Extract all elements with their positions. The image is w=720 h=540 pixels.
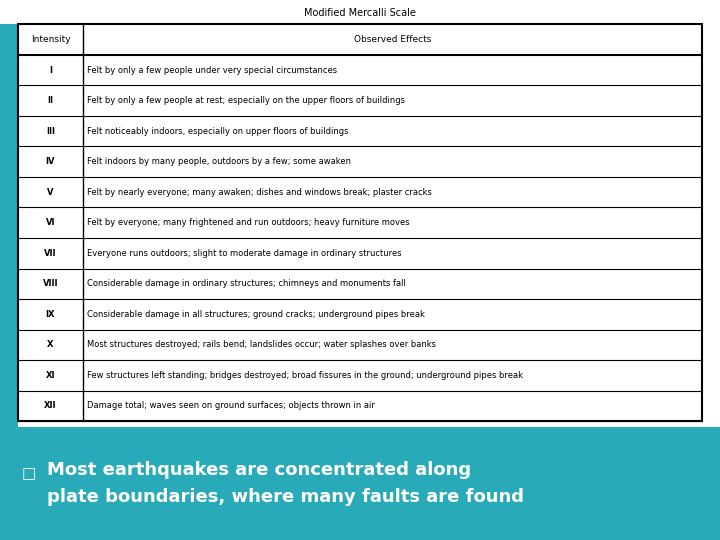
Bar <box>0 24 18 427</box>
Text: III: III <box>46 127 55 136</box>
Text: I: I <box>49 65 52 75</box>
Text: IX: IX <box>46 310 55 319</box>
Text: Most structures destroyed; rails bend; landslides occur; water splashes over ban: Most structures destroyed; rails bend; l… <box>87 340 436 349</box>
Text: Considerable damage in all structures; ground cracks; underground pipes break: Considerable damage in all structures; g… <box>87 310 426 319</box>
Text: Observed Effects: Observed Effects <box>354 35 431 44</box>
Text: □: □ <box>22 466 36 481</box>
Text: Felt noticeably indoors, especially on upper floors of buildings: Felt noticeably indoors, especially on u… <box>87 127 348 136</box>
Text: Damage total; waves seen on ground surfaces; objects thrown in air: Damage total; waves seen on ground surfa… <box>87 401 375 410</box>
Text: VIII: VIII <box>42 279 58 288</box>
Text: VI: VI <box>46 218 55 227</box>
Text: II: II <box>48 96 53 105</box>
Text: Everyone runs outdoors; slight to moderate damage in ordinary structures: Everyone runs outdoors; slight to modera… <box>87 249 402 258</box>
Text: Intensity: Intensity <box>31 35 71 44</box>
Text: X: X <box>48 340 54 349</box>
Text: Felt indoors by many people, outdoors by a few; some awaken: Felt indoors by many people, outdoors by… <box>87 157 351 166</box>
Text: Felt by nearly everyone; many awaken; dishes and windows break; plaster cracks: Felt by nearly everyone; many awaken; di… <box>87 188 432 197</box>
Text: IV: IV <box>46 157 55 166</box>
Text: Few structures left standing; bridges destroyed; broad fissures in the ground; u: Few structures left standing; bridges de… <box>87 371 523 380</box>
Bar <box>0 427 720 540</box>
Text: XII: XII <box>44 401 57 410</box>
Text: plate boundaries, where many faults are found: plate boundaries, where many faults are … <box>47 488 523 505</box>
Text: Most earthquakes are concentrated along: Most earthquakes are concentrated along <box>47 461 471 479</box>
Text: Felt by everyone; many frightened and run outdoors; heavy furniture moves: Felt by everyone; many frightened and ru… <box>87 218 410 227</box>
Text: Modified Mercalli Scale: Modified Mercalli Scale <box>304 9 416 18</box>
Text: XI: XI <box>46 371 55 380</box>
Text: Felt by only a few people under very special circumstances: Felt by only a few people under very spe… <box>87 65 338 75</box>
Text: VII: VII <box>44 249 57 258</box>
Text: Felt by only a few people at rest; especially on the upper floors of buildings: Felt by only a few people at rest; espec… <box>87 96 405 105</box>
Text: Considerable damage in ordinary structures; chimneys and monuments fall: Considerable damage in ordinary structur… <box>87 279 406 288</box>
Text: V: V <box>48 188 54 197</box>
Bar <box>18 24 702 421</box>
